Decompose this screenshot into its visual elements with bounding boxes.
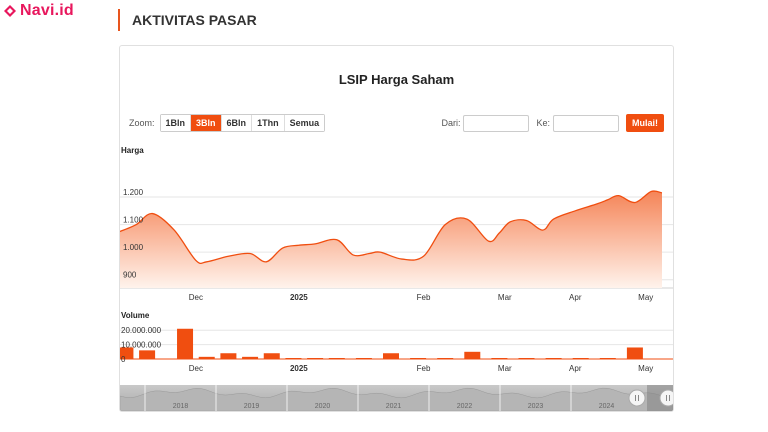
zoom-semua-button[interactable]: Semua	[284, 115, 325, 131]
navigator-year-label: 2023	[528, 403, 544, 410]
volume-y-tick-label: 20.000.000	[121, 326, 162, 335]
volume-bar	[120, 347, 134, 359]
volume-bar	[464, 351, 481, 359]
volume-pane-title: Volume	[121, 311, 150, 320]
navigator-year-label: 2024	[599, 403, 615, 410]
navigator-handle-knob	[628, 389, 646, 407]
volume-x-tick-label: Apr	[569, 364, 582, 373]
price-line	[120, 190, 663, 265]
price-area	[120, 191, 662, 288]
volume-bar	[599, 358, 616, 359]
navigator-year-label: 2019	[244, 403, 260, 410]
volume-bar	[572, 358, 589, 359]
price-pane-title: Harga	[121, 146, 144, 155]
section-title: AKTIVITAS PASAR	[132, 12, 257, 28]
zoom-6bln-button[interactable]: 6Bln	[221, 115, 253, 131]
navigator-year-label: 2021	[386, 403, 402, 410]
volume-bar	[198, 356, 215, 359]
navigator-handle[interactable]	[659, 389, 673, 407]
volume-x-tick-label: Mar	[498, 364, 512, 373]
chart-title: LSIP Harga Saham	[338, 72, 455, 87]
price-x-tick-label: May	[638, 293, 653, 302]
navigator-year-label: 2022	[457, 403, 473, 410]
volume-bar	[177, 328, 194, 359]
navigator-handle[interactable]	[628, 389, 646, 407]
brand-name: Navi.id	[20, 2, 74, 19]
volume-bar	[307, 358, 324, 359]
volume-bar	[139, 350, 156, 359]
section-header: AKTIVITAS PASAR	[118, 9, 257, 31]
volume-bar	[263, 353, 280, 359]
volume-y-tick-label: 10.000.000	[121, 341, 162, 350]
stock-chart: Harga 1.200 1.100 1.000 900 Volume 20.000.000 1…	[120, 146, 673, 411]
volume-bar	[383, 353, 399, 359]
zoom-controls: Zoom: 1Bln 3Bln 6Bln 1Thn Semua	[129, 114, 326, 132]
price-y-tick-label: 1.000	[123, 243, 144, 252]
brand-logo[interactable]: Navi.id	[4, 2, 74, 20]
zoom-1bln-button[interactable]: 1Bln	[160, 115, 192, 131]
volume-x-tick-label: 2025	[290, 364, 308, 373]
volume-bar	[410, 358, 427, 359]
date-range-controls: Dari: Ke: Mulai!	[441, 114, 664, 132]
price-x-tick-label: 2025	[290, 293, 308, 302]
price-y-tick-label: 1.100	[123, 216, 144, 225]
price-x-tick-label: Dec	[189, 293, 203, 302]
volume-bar	[220, 353, 237, 359]
price-x-tick-label: Mar	[498, 293, 512, 302]
volume-x-tick-label: Feb	[417, 364, 431, 373]
volume-bar	[437, 358, 454, 359]
volume-bar	[518, 358, 535, 359]
diamond-logo-icon	[4, 5, 16, 17]
volume-bar	[285, 358, 302, 359]
volume-bar	[328, 358, 345, 359]
zoom-3bln-button[interactable]: 3Bln	[191, 115, 222, 131]
volume-x-tick-label: May	[638, 364, 653, 373]
volume-bar	[626, 347, 643, 359]
zoom-button-group: 1Bln 3Bln 6Bln 1Thn Semua	[159, 114, 326, 132]
volume-y-tick-label: 0	[121, 355, 126, 364]
stock-chart-card: Harga 1.200 1.100 1.000 900 Volume 20.000.000 1…	[119, 45, 674, 412]
zoom-1thn-button[interactable]: 1Thn	[252, 115, 285, 131]
price-y-tick-label: 900	[123, 271, 137, 280]
price-y-tick-label: 1.200	[123, 188, 144, 197]
navigator-year-label: 2018	[173, 403, 189, 410]
from-label: Dari:	[441, 118, 461, 128]
go-button[interactable]: Mulai!	[626, 114, 664, 132]
volume-bar	[355, 358, 372, 359]
zoom-label: Zoom:	[129, 118, 155, 128]
volume-bar	[545, 358, 562, 359]
price-x-tick-label: Feb	[417, 293, 431, 302]
navigator-series	[120, 387, 673, 411]
volume-bar	[491, 358, 508, 359]
navigator-year-label: 2020	[315, 403, 331, 410]
from-date-input[interactable]	[463, 114, 530, 132]
volume-bar	[242, 356, 259, 359]
to-label: Ke:	[536, 118, 550, 128]
volume-x-tick-label: Dec	[189, 364, 203, 373]
price-x-tick-label: Apr	[569, 293, 582, 302]
to-date-input[interactable]	[553, 114, 619, 132]
